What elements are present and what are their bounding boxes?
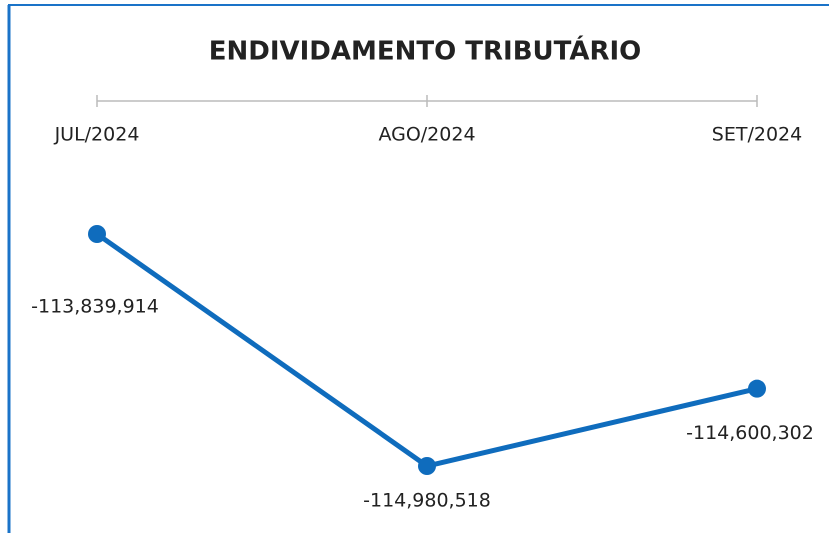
x-tick-label: SET/2024 [712, 124, 802, 146]
x-tick-label: AGO/2024 [378, 124, 475, 146]
data-label: -113,839,914 [31, 296, 159, 318]
data-point [748, 379, 766, 398]
chart-title: ENDIVIDAMENTO TRIBUTÁRIO [209, 35, 642, 67]
data-point [418, 457, 436, 475]
data-label: -114,600,302 [686, 422, 814, 444]
line-series [95, 231, 758, 469]
x-tick-label: JUL/2024 [54, 124, 140, 146]
data-label: -114,980,518 [363, 490, 491, 512]
data-point [88, 225, 106, 243]
